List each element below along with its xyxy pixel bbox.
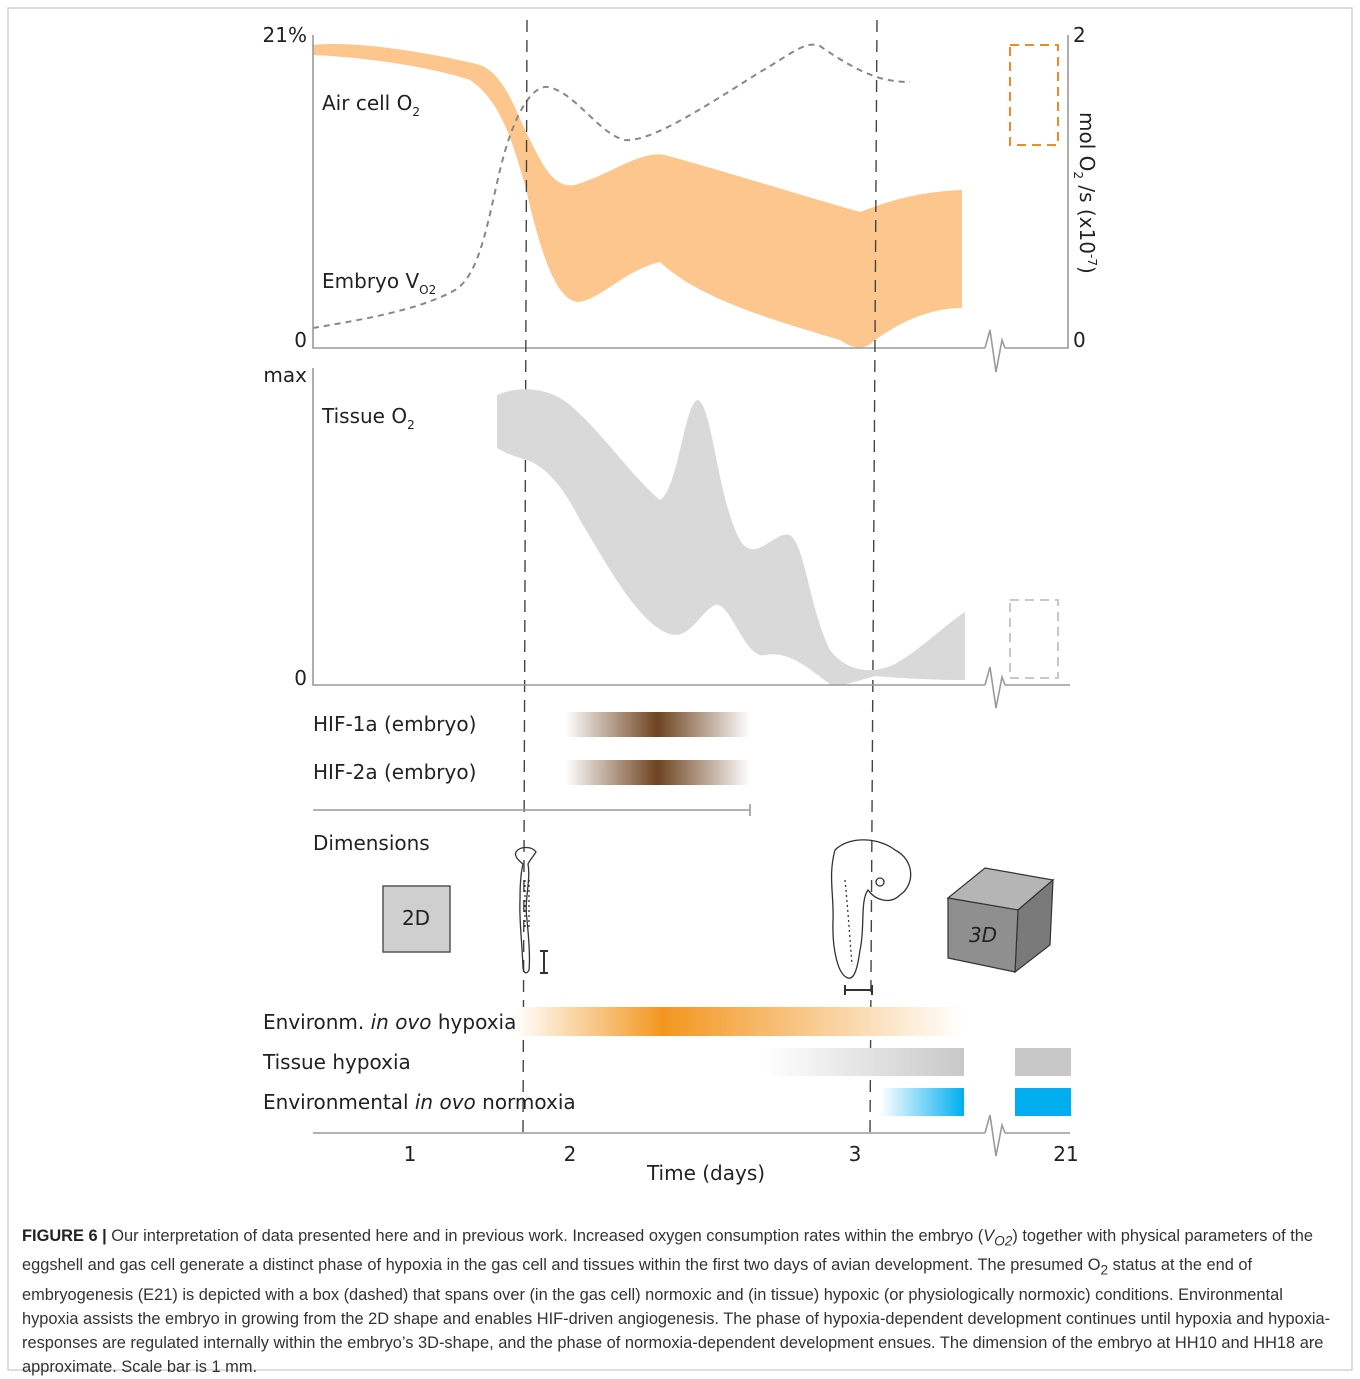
axis-break (985, 667, 1005, 708)
x-tick-label: 3 (849, 1142, 862, 1166)
embryo-hh10 (515, 848, 548, 974)
left-tick: max (263, 363, 307, 387)
x-tick-label: 2 (564, 1142, 577, 1166)
right-axis-label: mol O2 /s (x10-7) (1071, 112, 1099, 274)
box-3d (948, 868, 1053, 972)
figure: 21% 0 2 0 mol O2 /s (x10-7) Air cell O2 … (0, 0, 1360, 1378)
e21-box-air (1010, 45, 1058, 145)
air-cell-label: Air cell O2 (322, 91, 420, 119)
left-tick: 0 (294, 328, 307, 352)
tissue-label: Tissue O2 (321, 404, 415, 432)
air-cell-band (313, 44, 962, 347)
tissue-hypoxia-bar (765, 1048, 964, 1076)
left-tick: 21% (263, 23, 307, 47)
caption: FIGURE 6 | Our interpretation of data pr… (22, 1224, 1342, 1379)
caption-symbol: O (1088, 1256, 1101, 1274)
caption-label: FIGURE 6 | (22, 1227, 107, 1245)
axis-break (985, 330, 1005, 372)
e21-box-tissue (1010, 600, 1058, 678)
bar-label: Environm. in ovo hypoxia (263, 1010, 516, 1034)
tissue-hypoxia-bar-e21 (1015, 1048, 1071, 1076)
bar-label: Environmental in ovo normoxia (263, 1090, 576, 1114)
right-tick: 0 (1073, 328, 1086, 352)
hif-bar (565, 712, 750, 737)
axis-break (985, 1115, 1005, 1156)
tissue-band (497, 389, 965, 685)
x-tick-label: 1 (404, 1142, 417, 1166)
left-tick: 0 (294, 666, 307, 690)
normoxia-bar (880, 1088, 964, 1116)
hif-range (313, 804, 750, 816)
hif-label: HIF-2a (embryo) (313, 760, 476, 784)
page: 21% 0 2 0 mol O2 /s (x10-7) Air cell O2 … (0, 0, 1360, 1378)
embryo-label: Embryo VO2 (322, 269, 436, 297)
caption-text: Our interpretation of data presented her… (107, 1227, 983, 1245)
right-tick: 2 (1073, 23, 1086, 47)
caption-symbol: V (983, 1227, 994, 1245)
x-axis-label: Time (days) (646, 1161, 765, 1185)
hif-label: HIF-1a (embryo) (313, 712, 476, 736)
day-marker (870, 20, 877, 1135)
box-3d-label: 3D (969, 923, 997, 947)
hif-bar (565, 760, 750, 785)
bar-label: Tissue hypoxia (262, 1050, 411, 1074)
box-2d-label: 2D (402, 906, 430, 930)
caption-symbol-sub: 2 (1100, 1263, 1108, 1278)
normoxia-bar-e21 (1015, 1088, 1071, 1116)
caption-symbol-sub: O2 (994, 1233, 1012, 1248)
x-tick-label: 21 (1053, 1142, 1078, 1166)
environm-hypoxia-bar (515, 1007, 963, 1036)
dimensions-title: Dimensions (313, 831, 430, 855)
